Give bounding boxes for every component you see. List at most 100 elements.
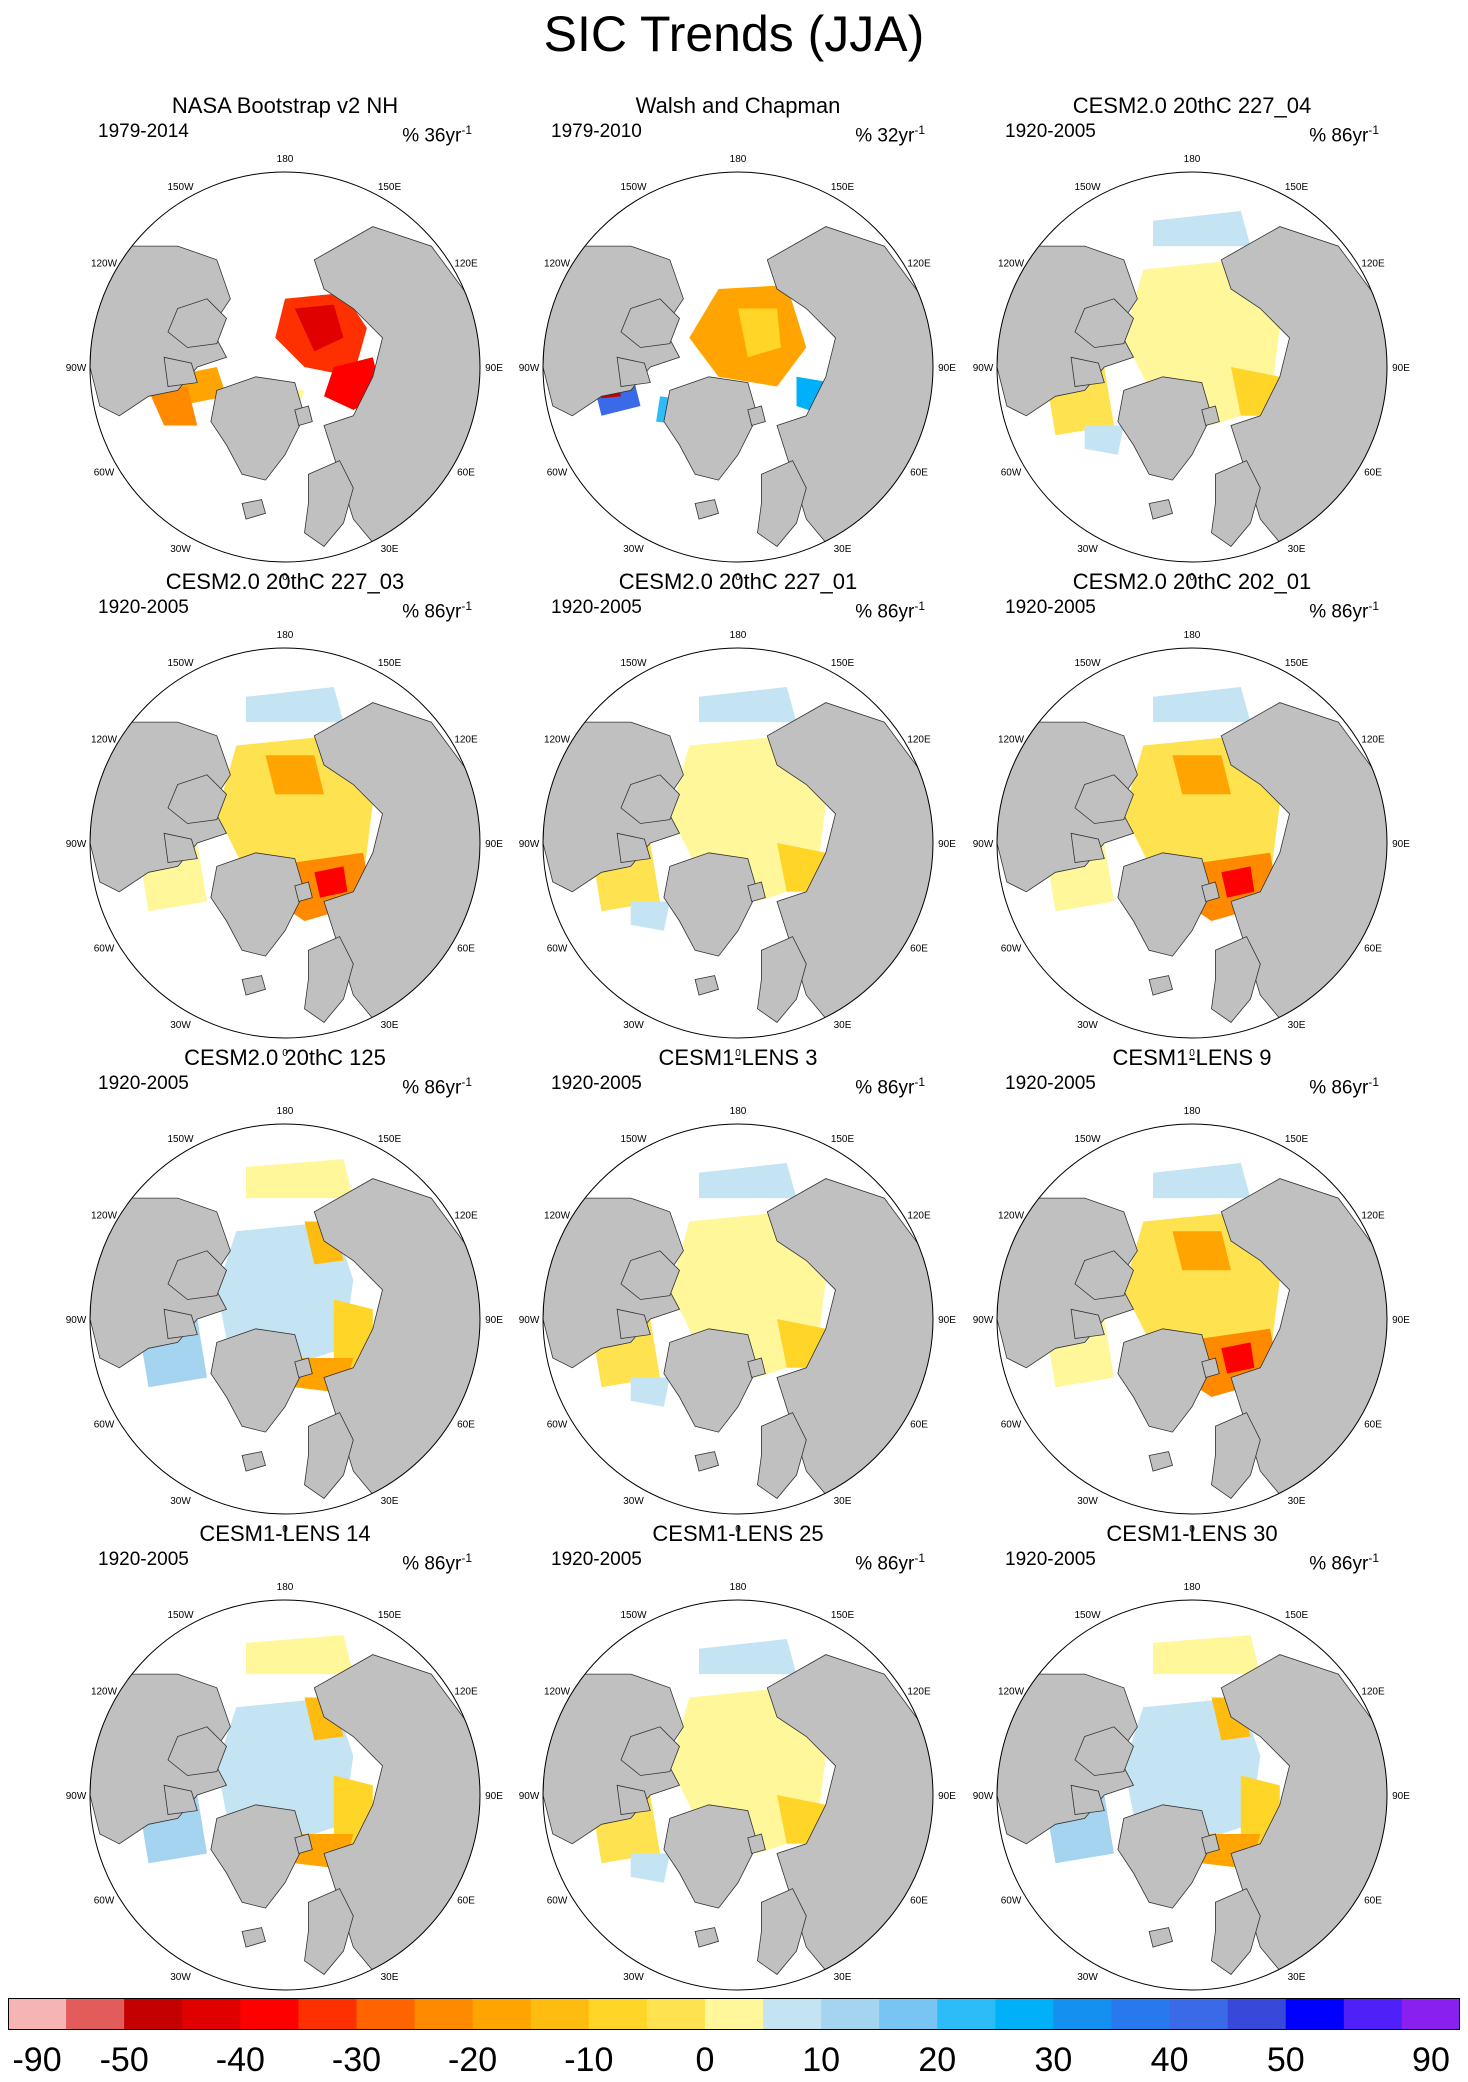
map-panel: CESM2.0 20thC 227_03 1920-2005 % 86yr-1 180…	[50, 568, 520, 1059]
longitude-label: 120W	[998, 1211, 1025, 1222]
longitude-label: 90W	[973, 839, 994, 850]
longitude-label: 90E	[1392, 1315, 1410, 1326]
panel-units-exponent: -1	[461, 1075, 472, 1089]
land-mass	[1074, 1726, 1134, 1776]
panel-units-exponent: -1	[1368, 1551, 1379, 1565]
panel-title: CESM1-LENS 14	[199, 1521, 371, 1546]
longitude-label: 30E	[834, 544, 852, 555]
panel-units-exponent: -1	[914, 1075, 925, 1089]
map-border	[996, 171, 1388, 563]
longitude-label: 90W	[519, 839, 540, 850]
land-mass	[543, 721, 684, 893]
land-mass	[1070, 356, 1105, 387]
longitude-label: 120W	[91, 1687, 118, 1698]
colorbar-swatch	[414, 1998, 474, 2030]
longitude-label: 30W	[1077, 1972, 1098, 1983]
longitude-label: 0	[282, 1524, 288, 1535]
map-panel: CESM2.0 20thC 227_04 1920-2005 % 86yr-1 180…	[957, 92, 1427, 583]
panel-units: % 86yr-1	[855, 594, 925, 624]
panel-units: % 86yr-1	[1309, 118, 1379, 148]
panel-title: CESM1-LENS 25	[652, 1521, 824, 1546]
panel-title: CESM1-LENS 30	[1106, 1521, 1278, 1546]
longitude-label: 90E	[938, 839, 956, 850]
longitude-label: 60W	[1001, 1896, 1022, 1907]
land-mass	[163, 832, 198, 863]
colorbar-swatch	[298, 1998, 357, 2030]
longitude-label: 30W	[170, 544, 191, 555]
longitude-label: 150E	[831, 1610, 855, 1621]
panel-period: 1920-2005	[551, 1549, 642, 1570]
longitude-label: 120E	[454, 1687, 478, 1698]
land-mass	[1117, 376, 1212, 481]
longitude-label: 60W	[1001, 468, 1022, 479]
longitude-label: 60W	[547, 468, 568, 479]
longitude-label: 30W	[170, 1496, 191, 1507]
longitude-label: 30E	[1288, 1496, 1306, 1507]
longitude-label: 120W	[91, 1211, 118, 1222]
map-border	[542, 1123, 934, 1515]
colorbar-tick-label: 40	[1150, 2041, 1189, 2079]
colorbar-tick-label: 30	[1034, 2041, 1073, 2079]
land-mass	[543, 245, 684, 417]
longitude-label: 90W	[519, 1791, 540, 1802]
colorbar-swatch	[66, 1998, 125, 2030]
longitude-label: 60W	[547, 1896, 568, 1907]
trend-region	[699, 687, 797, 723]
longitude-label: 30W	[1077, 1020, 1098, 1031]
longitude-label: 120E	[907, 1687, 931, 1698]
colorbar-tick-label: 20	[918, 2041, 957, 2079]
land-mass	[294, 405, 313, 426]
land-mass	[167, 1726, 227, 1776]
longitude-label: 120E	[1361, 259, 1385, 270]
trend-region	[1084, 425, 1124, 455]
longitude-label: 120E	[907, 735, 931, 746]
longitude-label: 30E	[834, 1972, 852, 1983]
colorbar-tick-label: -10	[564, 2041, 614, 2079]
longitude-label: 180	[277, 630, 294, 641]
panel-units-text: % 86yr	[402, 1077, 462, 1099]
map-border	[89, 1599, 481, 1991]
longitude-label: 150W	[1074, 182, 1101, 193]
longitude-label: 0	[735, 572, 741, 583]
longitude-label: 90E	[485, 1315, 503, 1326]
longitude-label: 30W	[170, 1972, 191, 1983]
land-mass	[757, 936, 807, 1023]
longitude-label: 90W	[66, 839, 87, 850]
panel-units: % 36yr-1	[402, 118, 472, 148]
land-mass	[620, 1250, 680, 1300]
longitude-label: 0	[735, 1048, 741, 1059]
longitude-label: 90W	[519, 1315, 540, 1326]
panel-units-text: % 86yr	[855, 1553, 915, 1575]
trend-region	[265, 755, 324, 795]
colorbar-swatch	[704, 1998, 764, 2030]
panel-units: % 86yr-1	[402, 594, 472, 624]
land-mass	[167, 774, 227, 824]
panel-period: 1920-2005	[551, 597, 642, 618]
land-mass	[1148, 975, 1173, 996]
longitude-label: 120W	[544, 1687, 571, 1698]
longitude-label: 30W	[623, 1496, 644, 1507]
panel-units-exponent: -1	[461, 123, 472, 137]
land-mass	[663, 1328, 758, 1433]
longitude-label: 180	[1184, 630, 1201, 641]
longitude-label: 90E	[485, 1791, 503, 1802]
longitude-label: 60E	[457, 944, 475, 955]
land-mass	[304, 936, 354, 1023]
land-mass	[1201, 1833, 1220, 1854]
colorbar-labels: -90 -50 -40 -30 -20 -10 0 10 20 30 40 50 90	[8, 2040, 1460, 2080]
land-mass	[1070, 832, 1105, 863]
land-mass	[210, 1328, 305, 1433]
land-mass	[1117, 852, 1212, 957]
longitude-label: 0	[282, 1048, 288, 1059]
longitude-label: 180	[277, 1582, 294, 1593]
panel-period: 1920-2005	[98, 1073, 189, 1094]
land-mass	[90, 245, 231, 417]
land-mass	[90, 1197, 231, 1369]
longitude-label: 150W	[620, 658, 647, 669]
colorbar-swatch	[879, 1998, 938, 2030]
panel-period: 1920-2005	[1005, 121, 1096, 142]
land-mass	[620, 1726, 680, 1776]
